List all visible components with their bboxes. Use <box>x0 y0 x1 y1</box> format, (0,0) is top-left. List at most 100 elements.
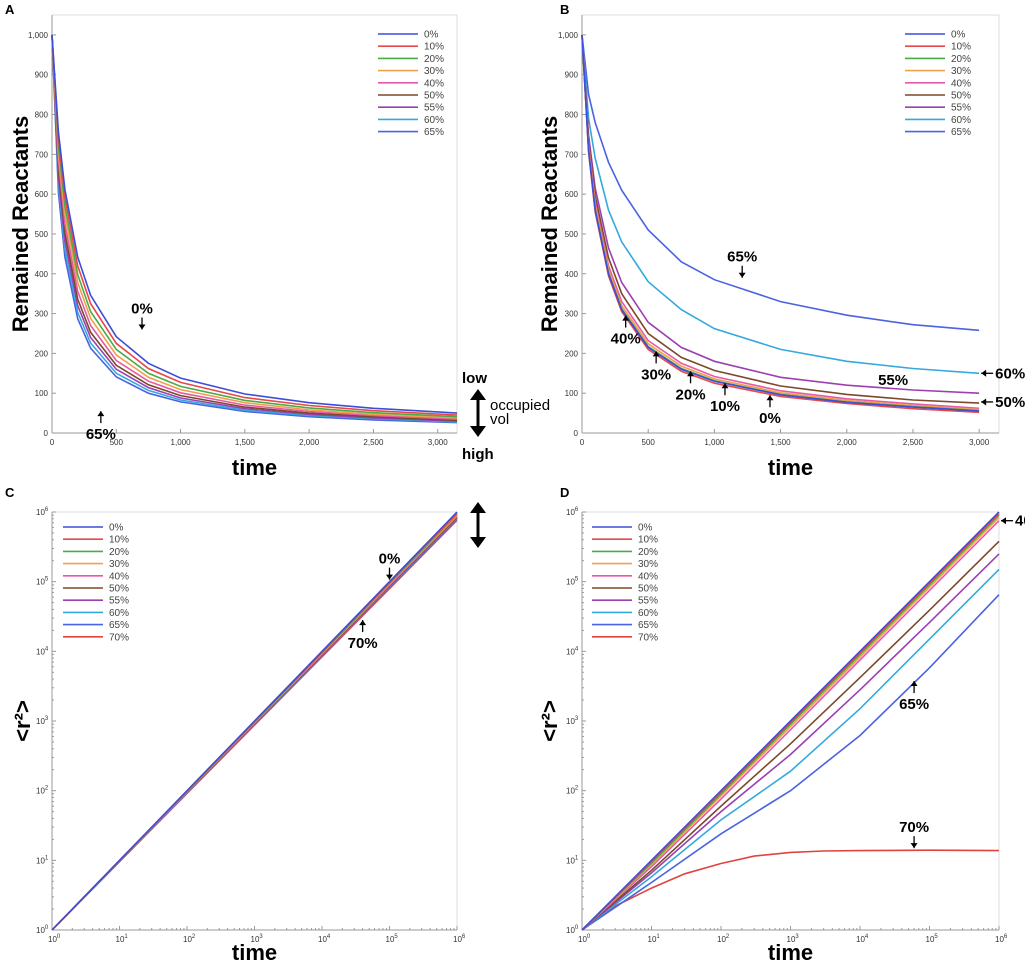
y-axis-label: Remained Reactants <box>537 116 562 332</box>
legend-label: 65% <box>424 127 444 138</box>
series-line-0pct <box>51 34 458 414</box>
y-tick-label: 100 <box>566 925 579 935</box>
annotation-label: 60% <box>995 365 1025 382</box>
legend-label: 40% <box>638 571 658 582</box>
y-tick-label: 200 <box>35 349 49 358</box>
x-tick-label: 1,000 <box>171 438 192 447</box>
series-line-50pct <box>51 34 458 422</box>
arrow-head <box>981 369 987 377</box>
legend-label: 55% <box>424 103 444 114</box>
series-line-40pct <box>581 520 1000 931</box>
x-tick-label: 102 <box>183 934 196 944</box>
annotation-label: 0% <box>379 551 401 568</box>
x-tick-label: 2,500 <box>363 438 384 447</box>
legend-label: 0% <box>109 523 124 534</box>
panel-a: A 0 500 1,000 1,500 2,000 2,500 3,000 0 100 200 300… <box>5 2 458 480</box>
x-tick-label: 100 <box>578 934 591 944</box>
x-tick-label: 500 <box>642 438 656 447</box>
y-tick-label: 700 <box>565 150 579 159</box>
arrow-head <box>359 620 367 626</box>
panel-letter: A <box>5 2 15 17</box>
y-tick-label: 1,000 <box>558 31 579 40</box>
series-line-10pct <box>51 34 458 416</box>
x-tick-label: 105 <box>386 934 399 944</box>
legend-label: 60% <box>109 608 129 619</box>
y-tick-label: 500 <box>565 230 579 239</box>
legend-label: 70% <box>109 632 129 643</box>
y-tick-label: 700 <box>35 150 49 159</box>
y-tick-label: 600 <box>565 190 579 199</box>
vol-label: vol <box>490 411 509 428</box>
arrow-head <box>721 383 729 389</box>
legend-label: 20% <box>638 547 658 558</box>
legend-label: 50% <box>424 91 444 102</box>
y-tick-label: 104 <box>36 646 49 656</box>
y-tick-label: 200 <box>565 349 579 358</box>
legend-label: 60% <box>951 115 971 126</box>
series-line-60pct <box>581 34 980 375</box>
series-line-0pct <box>51 511 458 931</box>
y-axis-label: <r²> <box>537 700 562 742</box>
annotation-label: 10% <box>710 398 740 415</box>
legend-label: 30% <box>951 66 971 77</box>
legend-label: 65% <box>951 127 971 138</box>
legend-label: 60% <box>424 115 444 126</box>
series-line-10pct <box>581 513 1000 931</box>
y-tick-label: 101 <box>566 855 579 865</box>
series-line-65pct <box>581 594 1000 931</box>
legend-label: 50% <box>109 584 129 595</box>
panel-letter: D <box>560 485 569 500</box>
y-tick-label: 1,000 <box>28 31 49 40</box>
y-tick-label: 100 <box>36 925 49 935</box>
y-tick-label: 300 <box>35 310 49 319</box>
y-tick-label: 102 <box>36 786 49 796</box>
y-tick-label: 106 <box>566 507 579 517</box>
arrow-head <box>766 395 774 401</box>
legend-label: 40% <box>424 78 444 89</box>
series-line-55pct <box>581 34 980 394</box>
y-tick-label: 900 <box>565 71 579 80</box>
series-line-0pct <box>581 511 1000 931</box>
series-line-70pct <box>581 849 1000 931</box>
arrow-head <box>687 371 695 377</box>
series-line-60pct <box>581 568 1000 931</box>
y-tick-label: 800 <box>35 111 49 120</box>
x-axis-label: time <box>232 455 277 480</box>
arrow-head <box>138 324 146 330</box>
annotation-label: 0% <box>759 410 781 427</box>
legend-label: 65% <box>638 620 658 631</box>
arrow-head <box>738 272 746 278</box>
occupied-label: occupied <box>490 397 550 414</box>
series-line-55pct <box>51 34 458 422</box>
legend-label: 30% <box>109 559 129 570</box>
y-tick-label: 106 <box>36 507 49 517</box>
y-tick-label: 0 <box>44 429 49 438</box>
annotation-label: 40% <box>1015 513 1025 530</box>
x-tick-label: 104 <box>856 934 869 944</box>
legend-label: 10% <box>951 42 971 53</box>
legend-label: 50% <box>638 584 658 595</box>
x-tick-label: 1,000 <box>704 438 725 447</box>
arrow-head <box>910 843 918 849</box>
y-tick-label: 900 <box>35 71 49 80</box>
panel-letter: B <box>560 2 569 17</box>
annotation-label: 65% <box>86 426 116 443</box>
x-tick-label: 101 <box>116 934 129 944</box>
legend-label: 60% <box>638 608 658 619</box>
annotation-label: 55% <box>878 372 908 389</box>
legend-label: 10% <box>424 42 444 53</box>
x-tick-label: 103 <box>251 934 264 944</box>
y-tick-label: 100 <box>35 389 49 398</box>
y-axis-label: Remained Reactants <box>8 116 33 332</box>
y-tick-label: 100 <box>565 389 579 398</box>
y-tick-label: 0 <box>574 429 579 438</box>
legend-label: 55% <box>951 103 971 114</box>
x-axis-label: time <box>232 940 277 965</box>
annotation-label: 20% <box>676 386 706 403</box>
arrow-head <box>386 574 393 580</box>
y-tick-label: 600 <box>35 190 49 199</box>
y-tick-label: 500 <box>35 230 49 239</box>
series-line-10pct <box>581 34 980 414</box>
x-tick-label: 2,000 <box>837 438 858 447</box>
